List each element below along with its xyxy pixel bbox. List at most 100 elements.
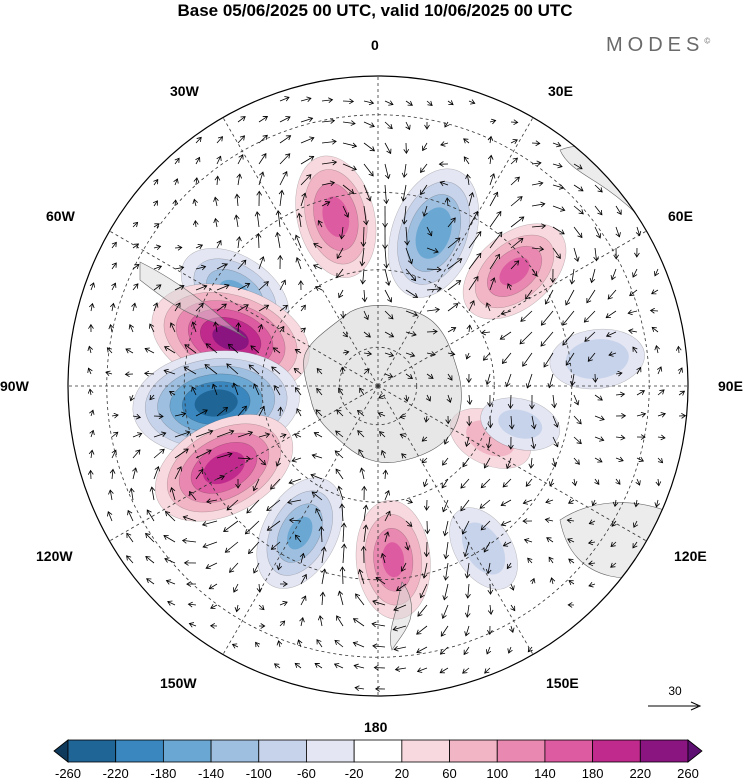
wind-arrow bbox=[605, 331, 617, 338]
wind-arrow bbox=[421, 457, 428, 464]
wind-arrow bbox=[342, 205, 350, 218]
wind-arrow bbox=[111, 241, 117, 249]
wind-arrow bbox=[278, 189, 285, 207]
wind-arrow bbox=[279, 581, 288, 587]
wind-arrow bbox=[510, 176, 520, 186]
wind-arrow bbox=[321, 180, 336, 187]
meridian-line bbox=[222, 385, 379, 655]
wind-arrow bbox=[87, 345, 93, 354]
wind-arrow bbox=[336, 409, 344, 417]
wind-arrow bbox=[186, 581, 197, 587]
wind-arrow bbox=[405, 331, 417, 337]
colorbar-segment bbox=[401, 739, 450, 763]
wind-arrow bbox=[447, 350, 456, 357]
wind-arrow bbox=[487, 394, 493, 408]
wind-arrow bbox=[195, 264, 207, 271]
wind-arrow bbox=[362, 524, 369, 543]
wind-arrow bbox=[594, 226, 602, 239]
wind-arrow bbox=[426, 247, 439, 254]
wind-arrow bbox=[195, 409, 208, 417]
wind-arrow bbox=[300, 136, 315, 144]
wind-arrow bbox=[275, 457, 281, 467]
wind-arrow bbox=[420, 163, 428, 173]
wind-arrow bbox=[482, 352, 491, 361]
wind-arrow bbox=[216, 283, 230, 291]
wind-arrow bbox=[300, 174, 312, 186]
wind-arrow bbox=[489, 191, 499, 207]
wind-arrow bbox=[111, 282, 117, 291]
wind-arrow bbox=[445, 415, 451, 425]
wind-arrow bbox=[392, 625, 407, 632]
anomaly-lobe bbox=[132, 350, 300, 456]
wind-arrow bbox=[174, 265, 185, 271]
wind-arrow bbox=[468, 231, 482, 249]
wind-arrow bbox=[300, 573, 307, 585]
wind-arrow bbox=[466, 415, 473, 427]
wind-arrow bbox=[237, 304, 249, 312]
wind-arrow bbox=[213, 217, 219, 228]
wind-arrow bbox=[145, 556, 155, 564]
wind-arrow bbox=[319, 591, 326, 606]
wind-arrow bbox=[442, 457, 449, 466]
wind-arrow bbox=[442, 499, 449, 513]
wind-arrow bbox=[340, 310, 346, 319]
wind-arrow bbox=[107, 511, 113, 522]
colorbar-tick: 260 bbox=[677, 766, 699, 781]
wind-arrow bbox=[487, 415, 494, 429]
wind-arrow bbox=[384, 310, 394, 320]
wind-arrow bbox=[164, 511, 176, 522]
wind-arrow bbox=[594, 436, 605, 442]
wind-arrow bbox=[363, 350, 373, 357]
wind-arrow bbox=[424, 121, 430, 130]
wind-arrow bbox=[400, 562, 407, 572]
wind-arrow bbox=[654, 344, 660, 354]
wind-arrow bbox=[373, 664, 386, 671]
wind-arrow bbox=[192, 198, 198, 207]
wind-arrow bbox=[270, 541, 281, 550]
wind-arrow bbox=[216, 474, 226, 481]
wind-arrow bbox=[426, 226, 433, 237]
wind-arrow bbox=[443, 562, 449, 581]
wind-arrow bbox=[294, 387, 302, 396]
wind-arrow bbox=[636, 390, 646, 396]
wind-arrow bbox=[426, 307, 441, 313]
wind-arrow bbox=[463, 138, 470, 144]
wind-arrow bbox=[380, 449, 387, 459]
wind-arrow bbox=[279, 153, 291, 165]
wind-arrow bbox=[502, 478, 512, 488]
wind-arrow bbox=[461, 520, 470, 535]
wind-arrow bbox=[295, 257, 302, 270]
wind-arrow bbox=[363, 121, 375, 128]
wind-arrow bbox=[632, 346, 638, 354]
colorbar-segment bbox=[639, 739, 689, 763]
colorbar-tick-labels: -260 -220 -180 -140 -100 -60 -20 20 60 100 140 180 2… bbox=[0, 766, 750, 783]
wind-arrow bbox=[146, 509, 155, 522]
wind-arrow bbox=[237, 135, 246, 144]
wind-arrow bbox=[299, 617, 305, 627]
wind-arrow bbox=[320, 546, 327, 564]
wind-arrow bbox=[126, 532, 134, 543]
wind-arrow bbox=[184, 344, 197, 354]
wind-arrow bbox=[372, 643, 386, 650]
wind-arrow bbox=[417, 604, 428, 617]
wind-arrow bbox=[153, 431, 167, 438]
anomaly-contour bbox=[565, 339, 629, 379]
wind-arrow bbox=[565, 289, 575, 306]
colorbar-segment bbox=[162, 739, 212, 763]
wind-arrow bbox=[254, 211, 261, 228]
wind-arrow bbox=[237, 282, 251, 291]
wind-arrow bbox=[336, 615, 344, 627]
wind-arrow bbox=[607, 289, 617, 300]
wind-arrow bbox=[128, 323, 134, 333]
wind-arrow bbox=[275, 209, 282, 228]
wind-arrow bbox=[522, 352, 533, 367]
wind-arrow bbox=[384, 510, 391, 522]
wind-arrow bbox=[399, 413, 407, 420]
wind-arrow bbox=[174, 448, 189, 459]
wind-arrow bbox=[571, 478, 578, 487]
wind-arrow bbox=[258, 153, 267, 165]
wind-arrow bbox=[651, 326, 659, 333]
wind-arrow bbox=[338, 289, 344, 299]
wind-arrow bbox=[393, 604, 407, 612]
wind-arrow bbox=[423, 541, 430, 558]
